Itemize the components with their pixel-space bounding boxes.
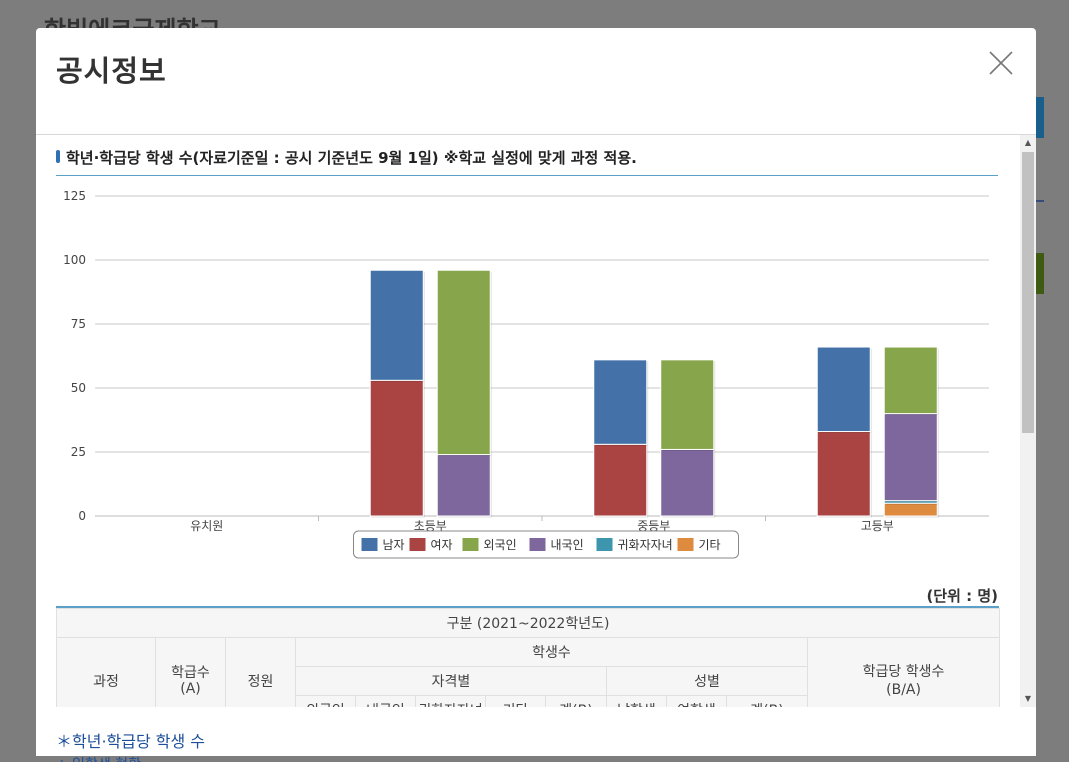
scroll-up-arrow-icon[interactable]: ▲ <box>1024 138 1032 147</box>
legend-label: 외국인 <box>484 538 517 552</box>
footer-admission-link[interactable]: + 입학생 현황 <box>56 754 205 762</box>
table-subheader-cell: 귀화자자녀 <box>415 695 486 707</box>
y-tick-label: 50 <box>71 381 86 395</box>
table-header-per-class: 학급당 학생수 (B/A) <box>806 637 1001 707</box>
bar <box>660 359 715 450</box>
bar <box>660 448 715 517</box>
scrollbar[interactable]: ▲ ▼ <box>1020 135 1036 707</box>
bar <box>883 346 938 415</box>
bar <box>883 502 938 517</box>
background-button-blue <box>1034 97 1044 138</box>
table-header-qualification: 자격별 <box>295 666 607 696</box>
table-header-classes: 학급수 (A) <box>155 637 226 707</box>
x-tick-label: 고등부 <box>861 519 894 533</box>
table-subheader-cell: 계(B) <box>726 695 808 707</box>
legend-swatch <box>462 538 479 551</box>
y-tick-label: 0 <box>78 509 86 523</box>
table-subheader-cell: 남학생 <box>606 695 667 707</box>
background-button-green <box>1034 253 1044 294</box>
legend-label: 여자 <box>431 538 453 552</box>
table-subheader-cell: 외국인 <box>295 695 356 707</box>
legend-label: 내국인 <box>551 538 584 552</box>
legend-swatch <box>361 538 378 551</box>
table-header-gender: 성별 <box>606 666 808 696</box>
bar <box>883 413 938 502</box>
table-subheader-cell: 기타 <box>485 695 546 707</box>
bar <box>816 346 871 433</box>
legend-label: 남자 <box>383 538 405 552</box>
bar <box>436 454 491 517</box>
x-tick-label: 중등부 <box>637 519 670 533</box>
legend-swatch <box>677 538 694 551</box>
scroll-thumb[interactable] <box>1022 152 1034 433</box>
legend-swatch <box>596 538 613 551</box>
y-tick-label: 125 <box>63 189 86 203</box>
table-header-capacity: 정원 <box>225 637 296 707</box>
scroll-down-arrow-icon[interactable]: ▼ <box>1024 694 1032 703</box>
legend-box <box>353 530 739 559</box>
x-tick-label: 초등부 <box>414 519 447 533</box>
unit-label: (단위 : 명) <box>926 587 998 605</box>
bar <box>369 269 424 381</box>
legend-swatch <box>529 538 546 551</box>
disclosure-modal: 공시정보 학년·학급당 학생 수(자료기준일 : 공시 기준년도 9월 1일) … <box>36 28 1036 762</box>
table-subheader-cell: 여학생 <box>666 695 727 707</box>
modal-footer: ＊학년·학급당 학생 수 + 입학생 현황 <box>56 728 205 762</box>
footer-section-link[interactable]: ＊학년·학급당 학생 수 <box>56 732 206 751</box>
bar <box>816 431 871 517</box>
y-tick-label: 25 <box>71 445 86 459</box>
x-tick-label: 유치원 <box>190 519 223 533</box>
table-subheader-cell: 내국인 <box>355 695 416 707</box>
bar <box>593 359 648 445</box>
section-title-text: 학년·학급당 학생 수(자료기준일 : 공시 기준년도 9월 1일) ※학교 실… <box>66 149 637 167</box>
legend-label: 기타 <box>699 538 721 552</box>
modal-header: 공시정보 <box>36 28 1036 135</box>
bar <box>369 379 424 517</box>
modal-content[interactable]: 학년·학급당 학생 수(자료기준일 : 공시 기준년도 9월 1일) ※학교 실… <box>36 135 1020 707</box>
table-header-course: 과정 <box>56 637 156 707</box>
table-header-students: 학생수 <box>295 637 808 667</box>
bar <box>436 269 491 456</box>
background-divider <box>1034 200 1044 202</box>
section-marker-icon <box>56 150 60 163</box>
table-header-period: 구분 (2021~2022학년도) <box>55 608 1001 638</box>
section-title: 학년·학급당 학생 수(자료기준일 : 공시 기준년도 9월 1일) ※학교 실… <box>56 147 998 176</box>
close-icon[interactable] <box>986 48 1016 78</box>
legend-label: 귀화자자녀 <box>618 538 673 552</box>
y-tick-label: 100 <box>63 253 86 267</box>
legend-swatch <box>409 538 426 551</box>
y-tick-label: 75 <box>71 317 86 331</box>
student-table: 구분 (2021~2022학년도) 과정 학급수 (A) 정원 학생수 학급당 … <box>55 606 1001 707</box>
bar <box>593 443 648 517</box>
modal-title: 공시정보 <box>56 54 167 88</box>
table-subheader-cell: 계(B) <box>545 695 607 707</box>
